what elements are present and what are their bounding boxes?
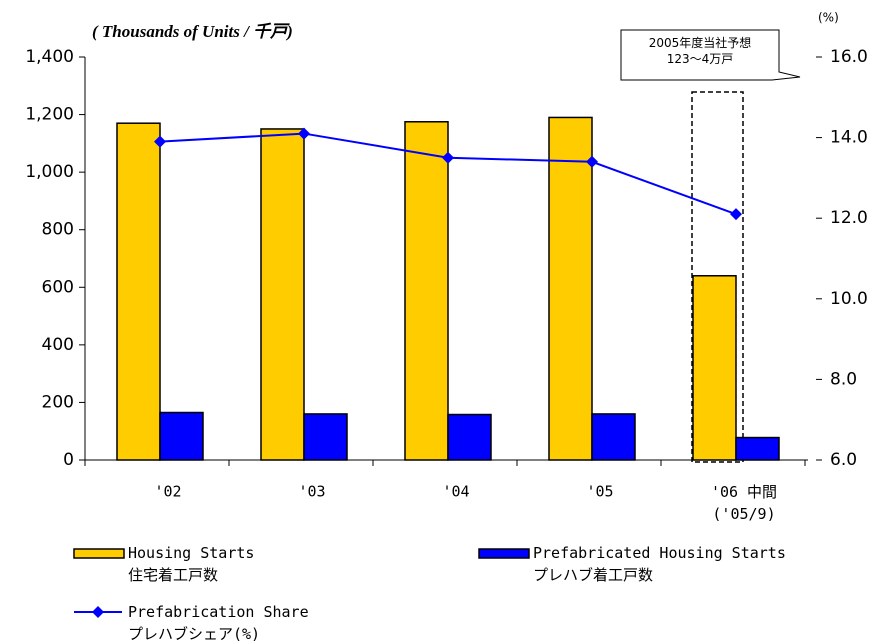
bar <box>735 436 780 461</box>
x-tick-label: '06 中間('05/9) <box>711 483 777 523</box>
y-tick-label: 0 <box>63 450 74 470</box>
bar <box>692 275 737 461</box>
bar <box>447 413 492 461</box>
legend-label: Prefabrication Share プレハブシェア(%) <box>128 603 309 643</box>
y2-tick-label: 8.0 <box>830 369 857 389</box>
legend-label: Housing Starts 住宅着工戸数 <box>128 544 254 584</box>
callout-box <box>620 29 801 81</box>
bar <box>303 413 348 461</box>
legend-marker <box>92 606 104 618</box>
callout-text: 2005年度当社予想 123～4万戸 <box>649 35 752 66</box>
y-tick-label: 1,400 <box>25 47 74 67</box>
legend-swatch <box>73 548 125 559</box>
y2-tick-label: 12.0 <box>830 208 868 228</box>
bar <box>260 128 305 461</box>
x-tick-label: '04 <box>442 483 469 501</box>
forecast-highlight <box>691 91 744 463</box>
line-marker <box>730 208 742 221</box>
y-tick-label: 600 <box>42 277 74 297</box>
y-tick-label: 800 <box>42 220 74 240</box>
y2-tick-label: 14.0 <box>830 128 868 148</box>
y2-tick-label: 6.0 <box>830 450 857 470</box>
bar <box>404 121 449 461</box>
legend-label: Prefabricated Housing Starts プレハブ着工戸数 <box>533 544 786 584</box>
line-marker <box>154 135 166 148</box>
bar <box>116 122 161 461</box>
y-tick-label: 200 <box>42 392 74 412</box>
y2-axis-label: (%) <box>818 11 839 25</box>
x-tick-label: '03 <box>298 483 325 501</box>
line-marker <box>586 155 598 168</box>
y-tick-label: 1,000 <box>25 162 74 182</box>
x-tick-label: '02 <box>154 483 181 501</box>
bar <box>159 411 204 461</box>
bar <box>548 116 593 461</box>
y2-tick-label: 16.0 <box>830 47 868 67</box>
y-tick-label: 400 <box>42 335 74 355</box>
bar <box>591 413 636 461</box>
y2-tick-label: 10.0 <box>830 289 868 309</box>
x-tick-label: '05 <box>586 483 613 501</box>
legend-swatch <box>478 548 530 559</box>
line-marker <box>442 151 454 164</box>
y-axis-label: ( Thousands of Units / 千戸) <box>92 22 293 41</box>
line-marker <box>298 127 310 140</box>
y-tick-label: 1,200 <box>25 105 74 125</box>
